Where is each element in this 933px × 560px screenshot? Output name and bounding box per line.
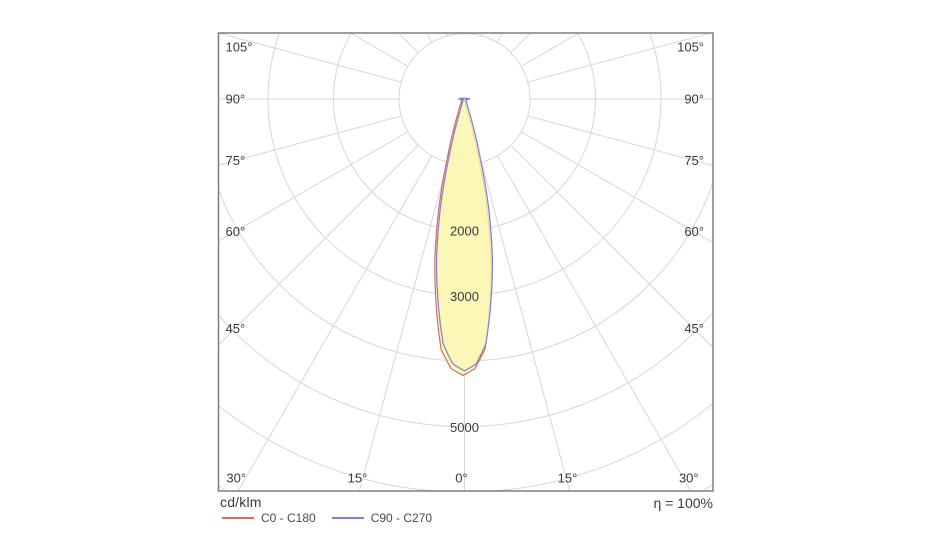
beam-lobes [434,97,493,377]
angle-label: 75° [684,153,704,168]
legend-item-c0-c180: C0 - C180 [222,511,316,525]
grid-ray [218,33,402,83]
angle-label: 105° [226,40,253,55]
grid-ray [358,162,448,491]
legend-label-c0-c180: C0 - C180 [261,511,316,525]
grid-ray [527,115,713,167]
ring-label-3000: 3000 [450,289,479,304]
angle-label: 60° [226,224,246,239]
grid-ray [425,33,433,43]
angle-label: 0° [455,471,467,486]
grid-ray [446,33,448,36]
grid-ray [510,144,713,349]
angle-label: 90° [684,92,704,107]
grid-ray [218,144,419,346]
efficiency-label: η = 100% [653,495,713,511]
grid-ray [237,155,433,491]
angle-label: 75° [226,153,246,168]
ring-label-5000: 5000 [450,420,479,435]
legend-item-c90-c270: C90 - C270 [331,511,433,525]
plot-border [217,32,714,492]
grid-ray [397,33,419,54]
grid-ray [496,33,504,43]
angle-label: 30° [226,471,246,486]
angle-label: 45° [226,321,246,336]
grid-ray [510,33,532,54]
angle-label: 15° [348,471,368,486]
legend: C0 - C180 C90 - C270 [222,511,432,525]
grid-ray [520,131,713,244]
unit-label: cd/klm [220,494,262,510]
angle-label: 105° [677,40,704,55]
legend-line-c0-c180 [222,517,254,519]
grid-ray [481,33,483,36]
grid-ray [481,162,571,491]
grid-ray [496,155,692,491]
angle-label: 90° [226,92,246,107]
angle-tick-labels: 0° 15° 15° 30° 30° 45° 45° 60° 60° 75° 75° 90° 90° 10… [226,40,705,486]
grid-ray [218,115,402,166]
legend-label-c90-c270: C90 - C270 [370,511,433,525]
ring-value-labels: 2000 3000 5000 [450,224,479,436]
angle-label: 30° [679,471,699,486]
angle-label: 45° [684,321,704,336]
angle-label: 15° [558,471,578,486]
grid-ray [527,33,713,83]
beam-curve-c90-c270 [436,97,493,372]
ring-label-2000: 2000 [450,224,479,239]
grid-ray [218,131,409,242]
angle-label: 60° [684,224,704,239]
legend-line-c90-c270 [331,517,364,519]
